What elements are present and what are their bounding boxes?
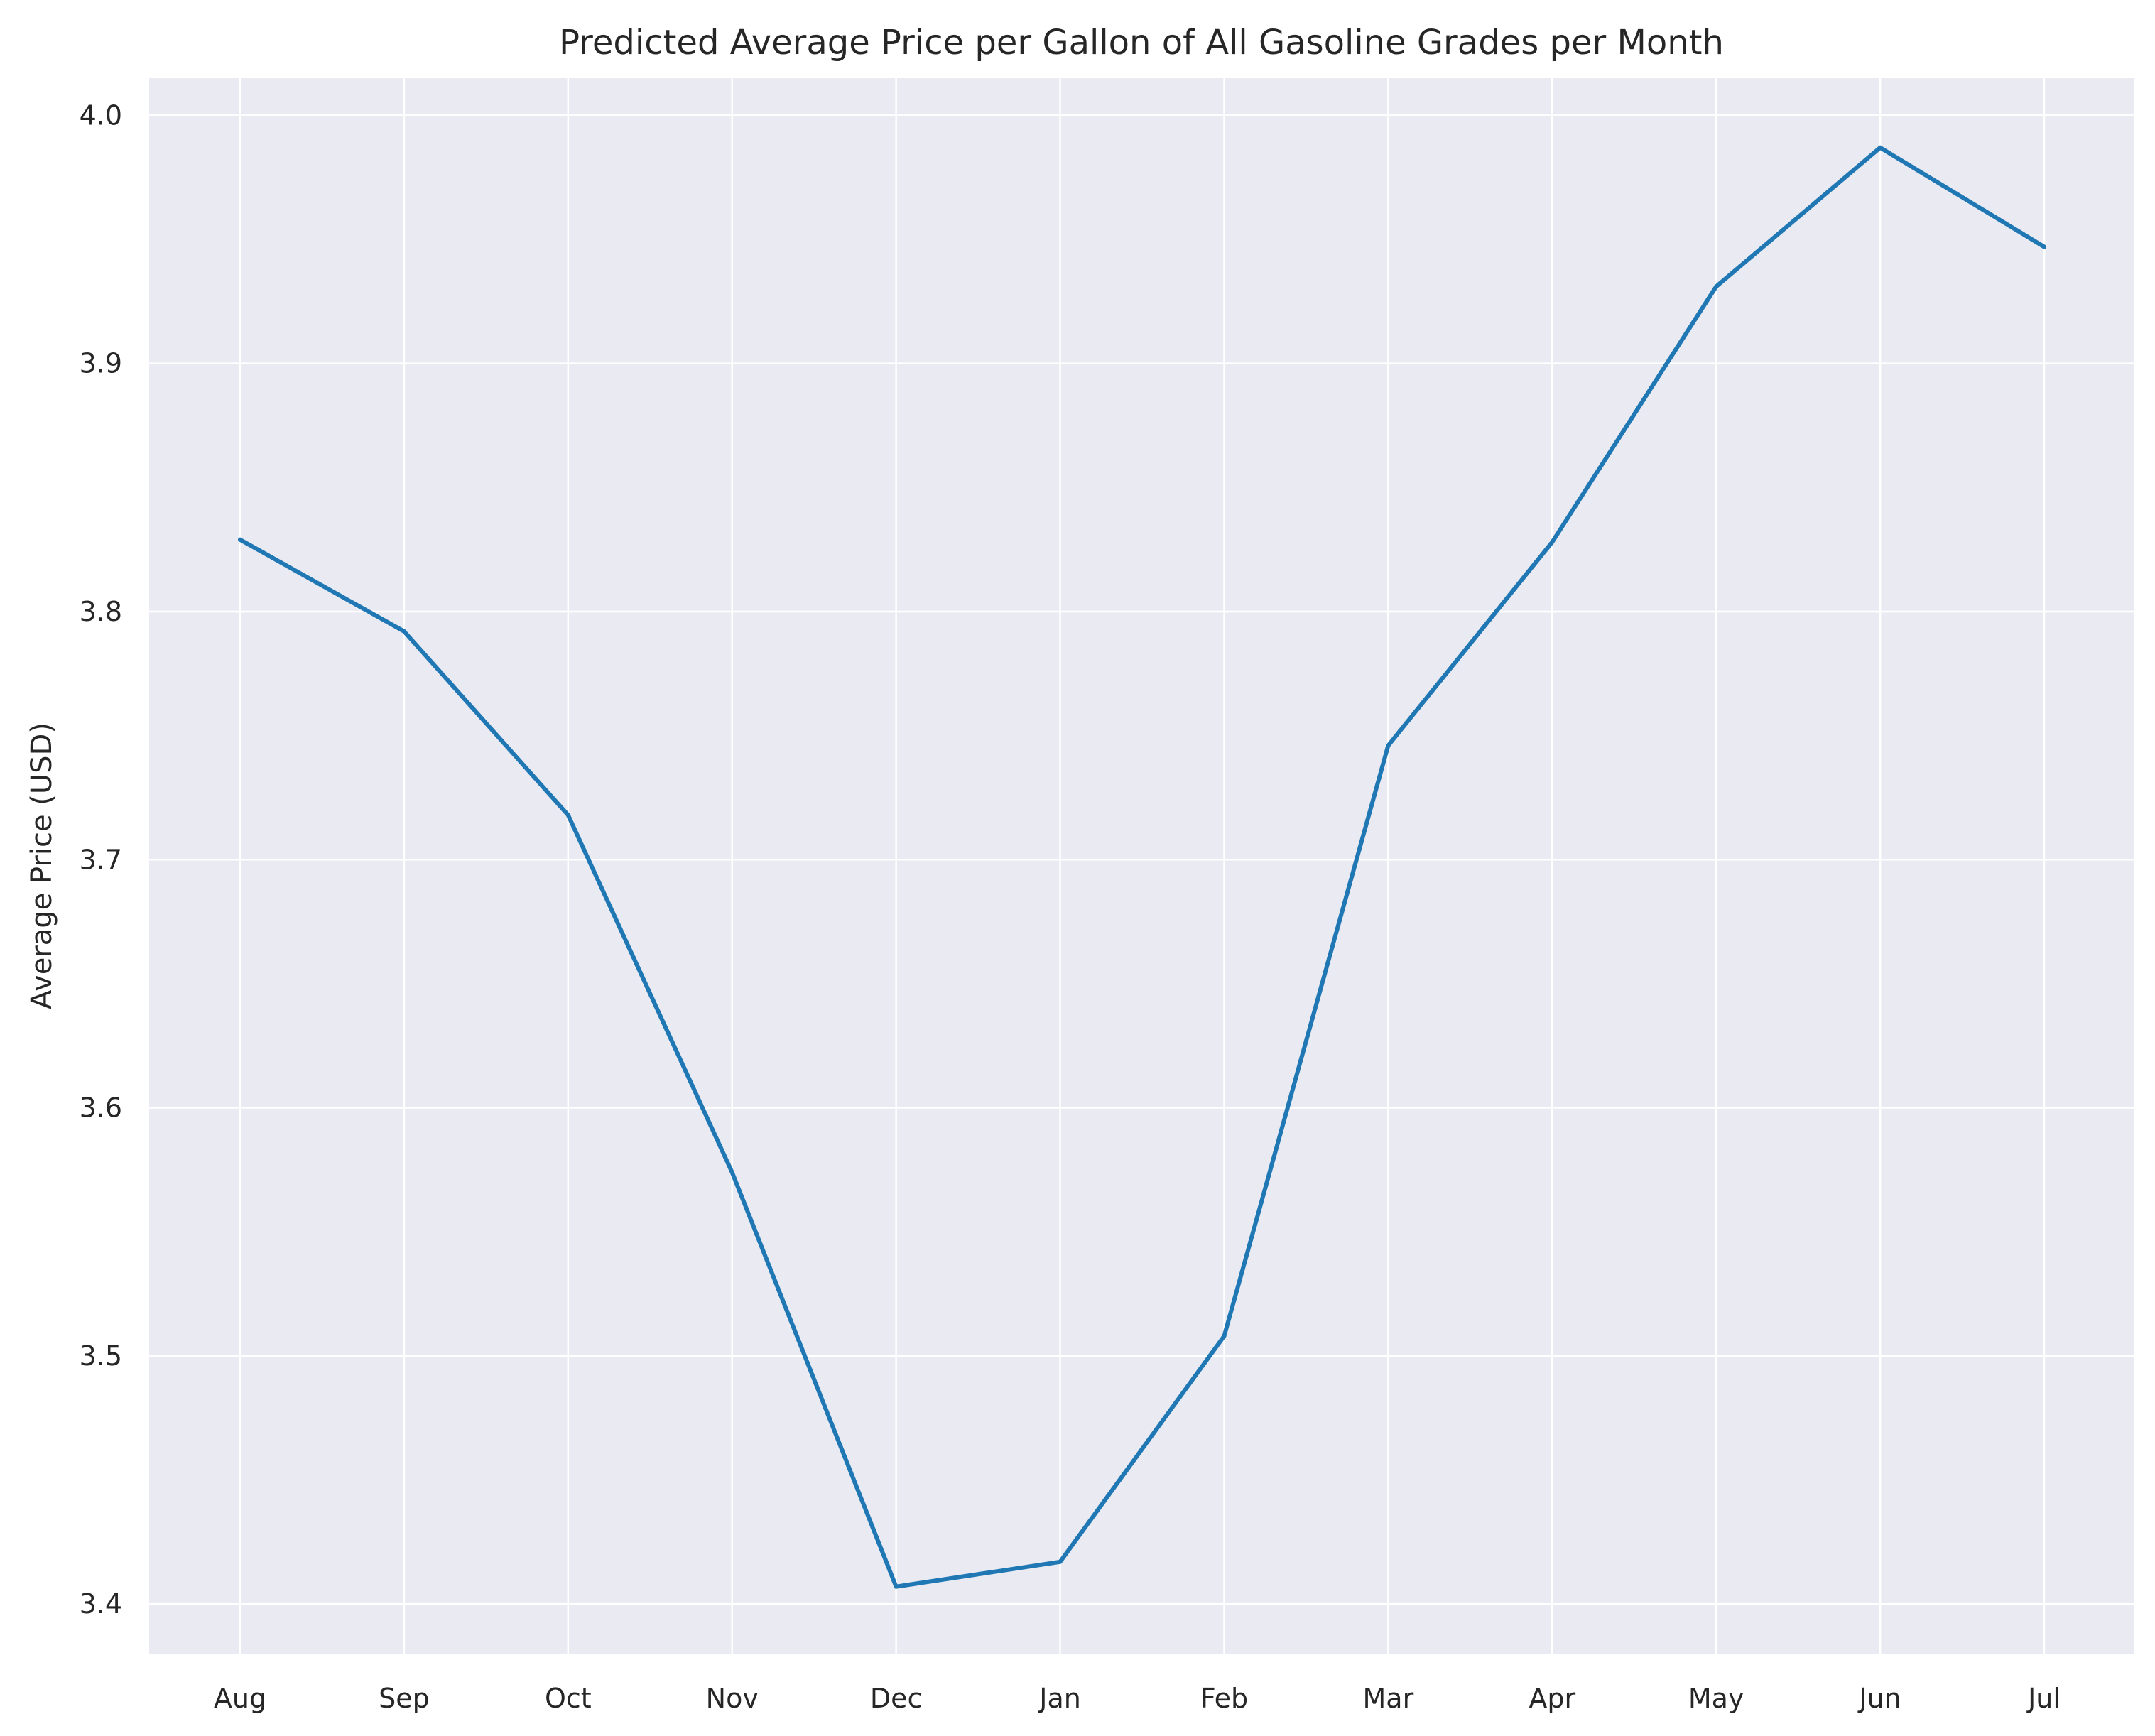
x-tick-label-nov: Nov [706,1683,759,1714]
data-point-may [1714,284,1719,289]
tick-labels: Aug Sep Oct Nov Dec Jan Feb Mar Apr May Jun Jul 3.4 3… [80,99,2061,1714]
grid-lines [149,78,2134,1654]
data-point-oct [565,813,570,818]
data-point-sep [401,629,406,634]
y-tick-label: 3.5 [80,1340,122,1372]
y-tick-label: 3.6 [80,1092,122,1124]
y-tick-label: 3.4 [80,1588,122,1620]
x-tick-label-aug: Aug [214,1683,266,1714]
x-tick-label-jan: Jan [1038,1683,1081,1714]
data-point-dec [894,1584,899,1589]
y-tick-label: 3.8 [80,596,122,627]
data-point-jan [1058,1559,1063,1564]
x-tick-label-dec: Dec [870,1683,923,1714]
data-point-jul [2042,244,2046,249]
series-line [239,145,2046,1589]
y-tick-label: 3.9 [80,348,122,379]
data-point-feb [1222,1333,1227,1338]
x-tick-label-apr: Apr [1529,1683,1575,1714]
x-tick-label-mar: Mar [1363,1683,1414,1714]
data-point-nov [729,1170,734,1175]
y-tick-label: 4.0 [80,99,122,131]
x-tick-label-may: May [1688,1683,1744,1714]
series-group [238,145,2046,1589]
data-point-jun [1878,145,1883,150]
chart-title: Predicted Average Price per Gallon of Al… [559,23,1724,63]
x-tick-label-oct: Oct [545,1683,592,1714]
data-point-aug [238,537,242,542]
x-tick-label-jul: Jul [2026,1683,2061,1714]
plot-area [149,78,2134,1654]
data-point-mar [1386,743,1391,748]
y-tick-label: 3.7 [80,844,122,875]
x-tick-label-feb: Feb [1200,1683,1248,1714]
x-tick-label-sep: Sep [379,1683,430,1714]
y-axis-label: Average Price (USD) [26,722,58,1009]
x-tick-label-jun: Jun [1857,1683,1901,1714]
data-point-apr [1550,540,1555,545]
